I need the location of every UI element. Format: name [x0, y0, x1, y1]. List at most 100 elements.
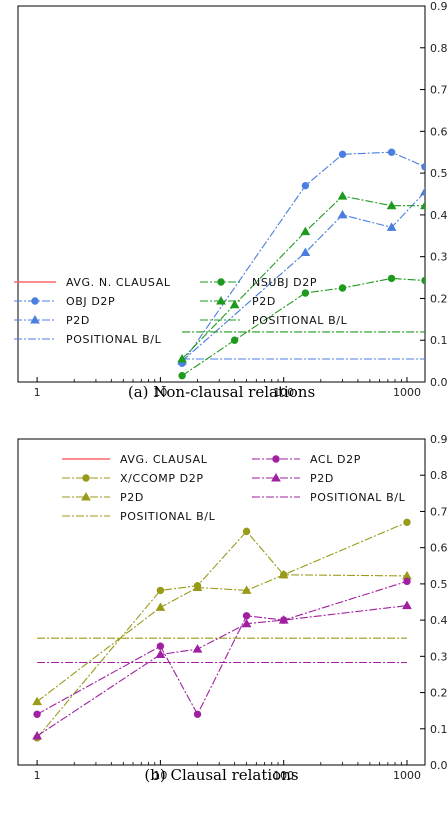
legend-label: P2D — [66, 314, 90, 327]
data-point — [156, 586, 165, 595]
chart-clausal: 1 10 100 1000 0.0 0.1 0.2 0.3 0.4 0.5 0.6 0.7 0.8 0.9… — [17, 433, 447, 784]
y-tick-label: 0.8 — [430, 469, 447, 482]
series-line — [181, 151, 425, 364]
y-tick-label: 0.7 — [430, 505, 447, 518]
data-point — [403, 518, 411, 527]
data-point — [387, 148, 396, 156]
x-tick-label: 100 — [273, 769, 294, 782]
series-nsubj-d2p — [178, 274, 425, 380]
plot-area — [32, 518, 412, 742]
legend-label: POSITIONAL B/L — [310, 491, 406, 504]
legend-label: P2D — [120, 491, 144, 504]
data-point — [338, 150, 347, 159]
y-tick-label: 0.0 — [430, 376, 447, 389]
x-tick-label: 1 — [34, 386, 41, 399]
plot-area — [177, 148, 425, 380]
series-p2d — [32, 569, 412, 706]
data-point — [242, 527, 251, 536]
figure-caption: (a) Non-clausal relations — [128, 383, 315, 401]
legend-marker — [271, 472, 281, 482]
data-point — [241, 585, 252, 594]
legend-label: AVG. CLAUSAL — [120, 453, 208, 466]
series-acl-d2p — [33, 577, 411, 718]
data-point — [192, 582, 203, 592]
series-p2d — [32, 600, 412, 740]
data-point — [386, 200, 397, 210]
data-point — [300, 247, 311, 256]
plot-frame — [17, 438, 426, 766]
y-tick-label: 0.5 — [430, 578, 447, 591]
y-tick-label: 0.1 — [430, 723, 447, 736]
data-point — [156, 642, 165, 650]
legend-label: POSITIONAL B/L — [252, 314, 348, 327]
series-line — [36, 605, 408, 737]
x-tick-label: 100 — [273, 386, 294, 399]
data-point — [242, 612, 251, 620]
chart-non-clausal: 1 10 100 1000 0.0 0.1 0.2 0.3 0.4 0.5 0.6 0.7 0.8 0.9… — [14, 0, 447, 401]
x-tick-label: 10 — [153, 386, 167, 399]
data-point — [421, 163, 425, 171]
data-point — [278, 569, 289, 579]
data-point — [230, 336, 239, 344]
y-tick-label: 0.0 — [430, 759, 447, 772]
data-point — [403, 577, 411, 586]
y-tick-label: 0.2 — [430, 687, 447, 700]
figure-caption: (b) Clausal relations — [144, 766, 298, 784]
data-point — [32, 696, 42, 706]
data-point — [178, 372, 186, 380]
y-tick-label: 0.6 — [430, 542, 447, 555]
legend-label: POSITIONAL B/L — [66, 333, 162, 346]
y-tick-label: 0.3 — [430, 650, 447, 663]
data-point — [420, 200, 425, 210]
legend-marker — [217, 278, 225, 286]
series-line — [36, 574, 408, 703]
legend-label: OBJ D2P — [66, 295, 115, 308]
x-tick-label: 1000 — [393, 769, 421, 782]
series-line — [36, 580, 408, 716]
series-line — [36, 521, 408, 739]
y-tick-label: 0.9 — [430, 433, 447, 446]
data-point — [32, 731, 42, 740]
data-point — [301, 289, 310, 297]
y-tick-label: 0.4 — [430, 614, 447, 627]
legend-label: POSITIONAL B/L — [120, 510, 216, 523]
y-tick-label: 0.5 — [430, 167, 447, 180]
data-point — [177, 354, 187, 363]
data-point — [402, 600, 412, 610]
data-point — [420, 186, 425, 196]
data-point — [386, 222, 397, 231]
data-point — [155, 602, 166, 611]
legend: AVG. CLAUSAL X/CCOMP D2P P2D POSITIONAL B/L… — [62, 453, 406, 523]
series-p2d — [177, 191, 425, 363]
legend-label: NSUBJ D2P — [252, 276, 317, 289]
data-point — [33, 710, 41, 718]
data-point — [192, 644, 203, 653]
y-tick-label: 0.8 — [430, 42, 447, 55]
legend-marker — [82, 474, 90, 482]
data-point — [300, 226, 311, 236]
legend-label: ACL D2P — [310, 453, 361, 466]
series-line — [181, 195, 425, 360]
data-point — [337, 191, 348, 200]
series-x-ccomp-d2p — [33, 518, 411, 742]
legend-marker — [30, 314, 40, 324]
data-point — [301, 181, 310, 190]
y-tick-label: 0.3 — [430, 251, 447, 264]
y-tick-label: 0.4 — [430, 209, 447, 222]
x-tick-label: 10 — [153, 769, 167, 782]
data-point — [421, 276, 425, 285]
data-point — [155, 649, 166, 659]
x-tick-label: 1000 — [393, 386, 421, 399]
y-tick-label: 0.7 — [430, 84, 447, 97]
x-tick-label: 1 — [34, 769, 41, 782]
data-point — [337, 209, 348, 219]
legend-label: P2D — [310, 472, 334, 485]
legend-marker — [272, 455, 280, 463]
data-point — [338, 284, 347, 292]
legend-marker — [81, 491, 91, 501]
legend-marker — [216, 295, 226, 305]
legend-marker — [31, 297, 39, 305]
legend: AVG. N. CLAUSAL OBJ D2P P2D POSITIONAL B/L N… — [14, 276, 348, 346]
legend-label: X/CCOMP D2P — [120, 472, 204, 485]
